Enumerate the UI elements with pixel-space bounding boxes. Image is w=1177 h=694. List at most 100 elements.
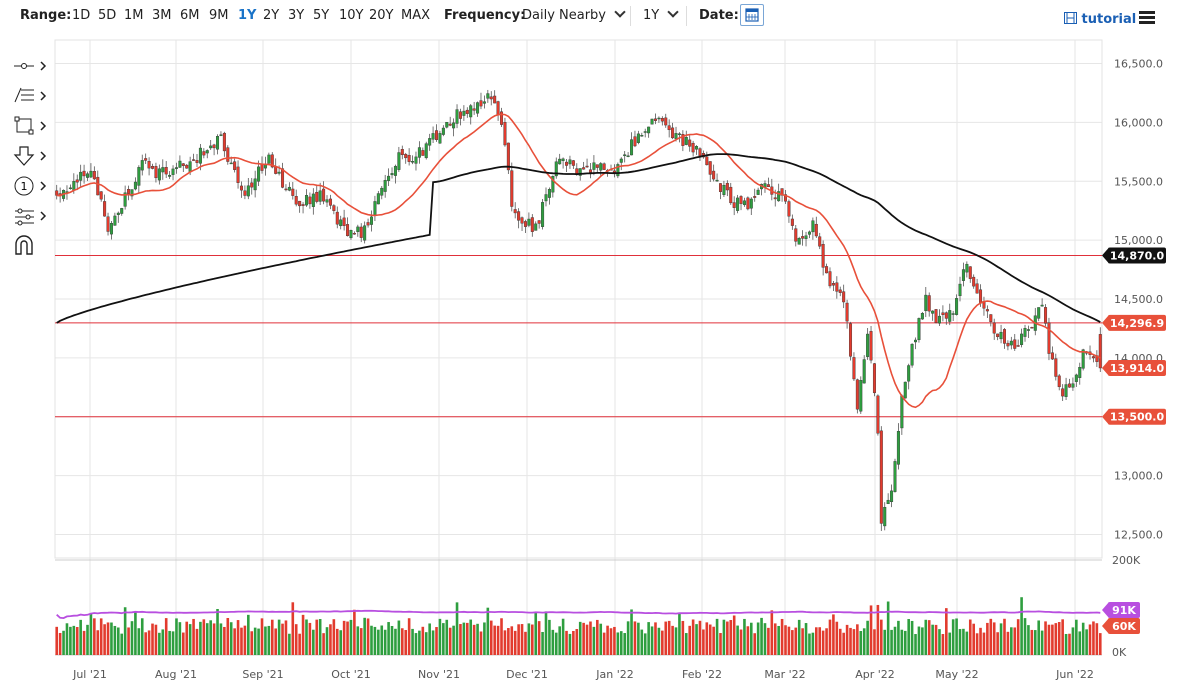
volume-bar[interactable] <box>568 633 572 655</box>
volume-bar[interactable] <box>407 618 411 655</box>
volume-bar[interactable] <box>554 632 558 655</box>
volume-bar[interactable] <box>989 618 993 655</box>
volume-bar[interactable] <box>110 622 113 655</box>
volume-bar[interactable] <box>1078 631 1082 655</box>
candle[interactable] <box>715 173 719 182</box>
volume-bar[interactable] <box>247 614 250 655</box>
candle[interactable] <box>496 100 500 121</box>
volume-bar[interactable] <box>178 622 182 655</box>
volume-bar[interactable] <box>400 628 404 655</box>
volume-bar[interactable] <box>1092 621 1095 655</box>
candle[interactable] <box>965 261 969 278</box>
volume-bar[interactable] <box>558 626 561 655</box>
volume-bar[interactable] <box>182 632 185 655</box>
candle[interactable] <box>910 343 914 368</box>
candle[interactable] <box>944 311 948 325</box>
volume-bar[interactable] <box>626 621 630 655</box>
volume-bar[interactable] <box>75 627 79 655</box>
volume-bar[interactable] <box>281 623 284 655</box>
candle[interactable] <box>845 299 849 329</box>
volume-bar[interactable] <box>1095 623 1099 655</box>
volume-bar[interactable] <box>880 619 883 655</box>
counter-tool[interactable]: 1 <box>12 174 52 198</box>
volume-bar[interactable] <box>749 622 753 655</box>
candle[interactable] <box>263 156 267 176</box>
candle[interactable] <box>298 200 302 213</box>
candle[interactable] <box>144 153 148 165</box>
candle[interactable] <box>818 232 822 250</box>
candle[interactable] <box>948 303 952 326</box>
candle[interactable] <box>479 92 483 110</box>
candle[interactable] <box>250 177 254 195</box>
volume-bar[interactable] <box>856 624 859 655</box>
candle[interactable] <box>168 171 172 179</box>
volume-bar[interactable] <box>428 623 431 655</box>
volume-bar[interactable] <box>832 614 835 655</box>
candle[interactable] <box>359 223 363 243</box>
volume-bar[interactable] <box>1040 630 1044 655</box>
volume-bar[interactable] <box>951 619 955 655</box>
candle[interactable] <box>205 149 209 159</box>
volume-bar[interactable] <box>1033 630 1037 655</box>
volume-bar[interactable] <box>650 626 654 655</box>
candle[interactable] <box>469 103 473 125</box>
volume-bar[interactable] <box>835 621 839 655</box>
volume-bar[interactable] <box>736 625 739 655</box>
volume-bar[interactable] <box>962 628 965 655</box>
candle[interactable] <box>106 212 110 236</box>
candle[interactable] <box>917 317 921 343</box>
volume-bar[interactable] <box>93 618 96 655</box>
volume-bar[interactable] <box>801 628 804 655</box>
menu-icon[interactable] <box>1139 11 1155 24</box>
volume-bar[interactable] <box>647 622 650 655</box>
candle[interactable] <box>537 220 541 229</box>
candle[interactable] <box>835 276 839 299</box>
candle[interactable] <box>811 217 815 240</box>
candle[interactable] <box>777 183 781 202</box>
volume-bar[interactable] <box>459 624 462 655</box>
candle[interactable] <box>732 196 736 216</box>
candle[interactable] <box>770 178 774 201</box>
volume-bar[interactable] <box>1064 633 1068 655</box>
candle[interactable] <box>688 135 692 152</box>
volume-bar[interactable] <box>859 631 863 655</box>
volume-bar[interactable] <box>931 624 934 655</box>
candle[interactable] <box>328 194 332 210</box>
candle[interactable] <box>1071 377 1075 391</box>
candle[interactable] <box>325 195 329 208</box>
volume-bar[interactable] <box>941 634 945 655</box>
volume-bar[interactable] <box>308 622 312 655</box>
volume-bar[interactable] <box>394 628 397 655</box>
candle[interactable] <box>657 116 661 123</box>
volume-bar[interactable] <box>599 623 603 655</box>
candle[interactable] <box>291 181 295 200</box>
candle[interactable] <box>1013 334 1017 351</box>
volume-bar[interactable] <box>291 602 295 655</box>
candle[interactable] <box>448 116 452 127</box>
candle[interactable] <box>1061 384 1065 401</box>
volume-bar[interactable] <box>335 628 339 655</box>
volume-bar[interactable] <box>510 626 514 655</box>
volume-bar[interactable] <box>1071 627 1075 655</box>
volume-bar[interactable] <box>589 621 592 655</box>
candle[interactable] <box>924 286 928 318</box>
volume-bar[interactable] <box>318 619 322 655</box>
volume-bar[interactable] <box>69 626 72 655</box>
candle[interactable] <box>342 209 346 231</box>
candle[interactable] <box>643 128 647 138</box>
candle[interactable] <box>544 187 548 207</box>
volume-bar[interactable] <box>890 629 893 655</box>
volume-bar[interactable] <box>469 619 473 655</box>
volume-bar[interactable] <box>1023 618 1027 655</box>
candle[interactable] <box>896 423 900 470</box>
range-3m[interactable]: 3M <box>152 8 172 23</box>
volume-bar[interactable] <box>127 627 130 655</box>
volume-bar[interactable] <box>527 623 531 655</box>
candle[interactable] <box>212 143 216 156</box>
candle[interactable] <box>103 194 107 217</box>
candle[interactable] <box>695 145 699 155</box>
candle[interactable] <box>1023 324 1027 342</box>
volume-bar[interactable] <box>797 619 801 655</box>
candle[interactable] <box>246 177 250 200</box>
volume-bar[interactable] <box>86 624 89 655</box>
